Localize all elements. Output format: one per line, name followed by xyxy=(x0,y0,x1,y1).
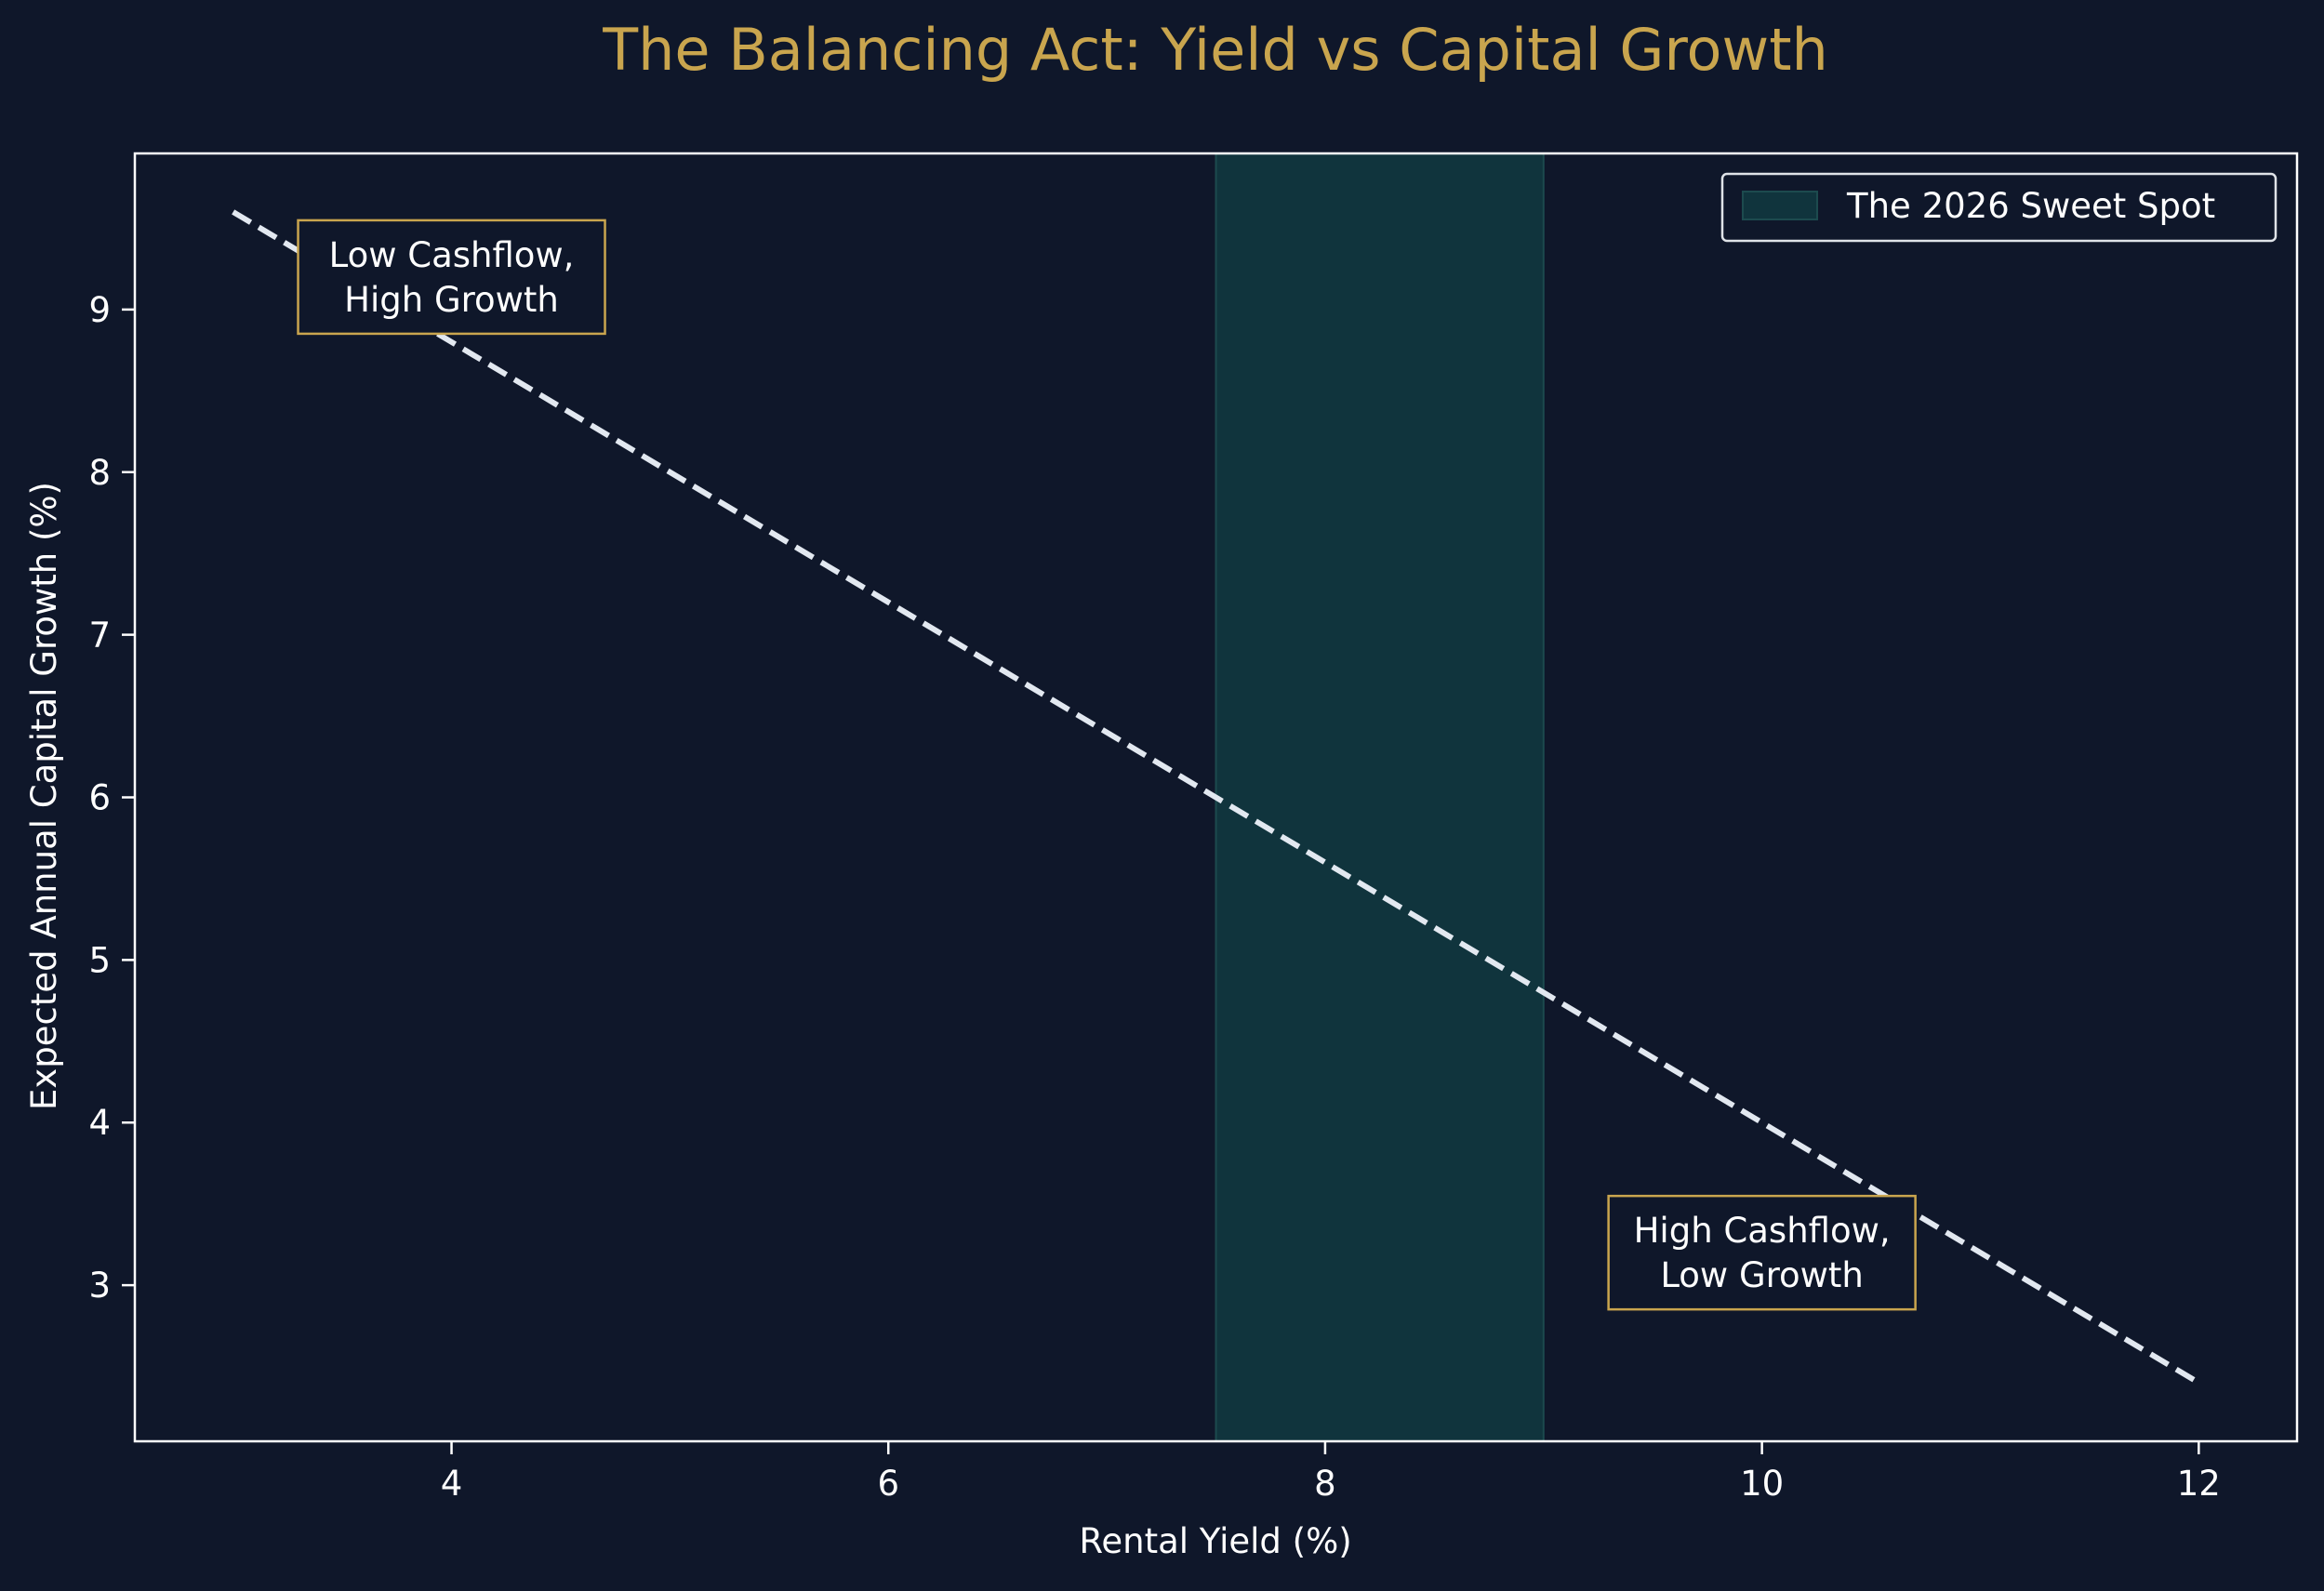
y-tick-label: 6 xyxy=(88,778,111,818)
y-tick-label: 3 xyxy=(88,1266,111,1306)
x-tick-label: 8 xyxy=(1314,1464,1336,1504)
y-axis-label: Expected Annual Capital Growth (%) xyxy=(24,482,64,1110)
legend: The 2026 Sweet Spot xyxy=(1720,172,2278,243)
annotation-text: High Growth xyxy=(344,280,559,320)
chart-title: The Balancing Act: Yield vs Capital Grow… xyxy=(602,16,1828,84)
trend-line xyxy=(232,209,2200,1385)
y-tick-label: 8 xyxy=(88,453,111,493)
sweet-spot-region xyxy=(1215,152,1545,1442)
x-tick-label: 10 xyxy=(1740,1464,1784,1504)
annotation-text: High Cashflow, xyxy=(1634,1211,1891,1251)
legend-frame xyxy=(1720,172,2278,243)
y-tick-label: 4 xyxy=(88,1103,111,1143)
legend-label-sweet-spot: The 2026 Sweet Spot xyxy=(1846,186,2215,226)
y-tick-label: 9 xyxy=(88,290,111,330)
y-tick-label: 7 xyxy=(88,616,111,656)
y-tick-label: 5 xyxy=(88,940,111,980)
x-tick-label: 6 xyxy=(877,1464,899,1504)
annotation-text: Low Growth xyxy=(1660,1255,1864,1295)
plot-area: 4 6 8 10 12 3 4 5 6 7 8 9 Low Cashflow, High Growth Hi… xyxy=(88,152,2299,1504)
annotation-text: Low Cashflow, xyxy=(329,235,575,275)
legend-swatch-sweet-spot xyxy=(1742,191,1818,220)
annotation-box xyxy=(1607,1194,1917,1311)
x-axis-label: Rental Yield (%) xyxy=(1079,1521,1351,1561)
x-tick-label: 12 xyxy=(2177,1464,2221,1504)
annotation-box xyxy=(297,219,606,336)
x-tick-label: 4 xyxy=(441,1464,463,1504)
